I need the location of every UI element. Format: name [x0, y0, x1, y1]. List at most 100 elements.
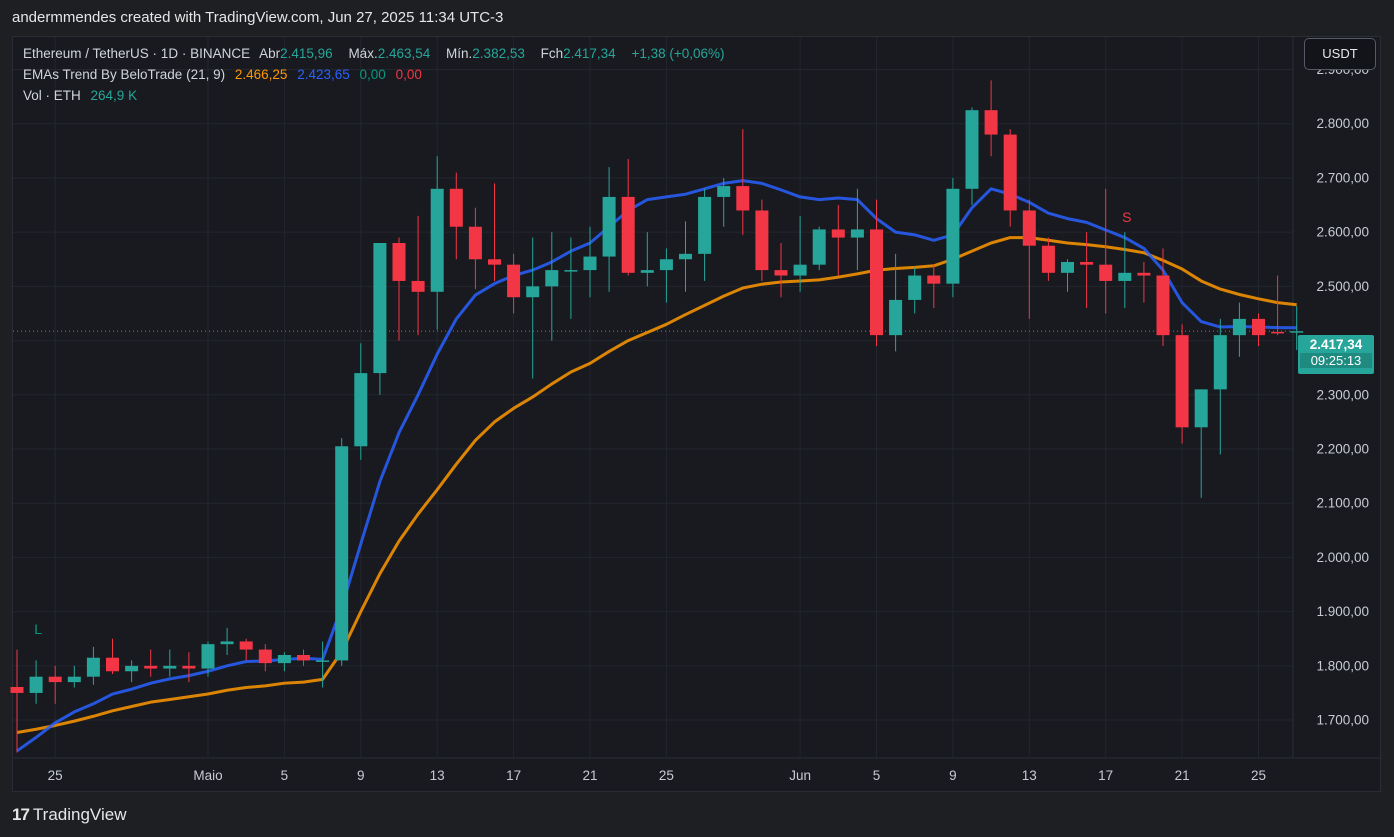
- open-label: Abr: [259, 46, 281, 61]
- candle-body: [430, 188, 444, 292]
- candle: [812, 226, 826, 271]
- x-tick-label: 9: [949, 768, 957, 783]
- candle: [1175, 324, 1189, 444]
- candle: [984, 80, 998, 157]
- candle: [1290, 306, 1304, 351]
- candle: [1003, 129, 1017, 227]
- candle: [526, 237, 540, 379]
- candle-body: [698, 196, 712, 254]
- candle-body: [602, 196, 616, 257]
- symbol-name[interactable]: Ethereum / TetherUS · 1D · BINANCE: [23, 46, 251, 61]
- candle: [411, 215, 425, 336]
- close-label: Fch: [540, 46, 564, 61]
- candle-body: [1271, 331, 1285, 334]
- ema21-line: [16, 236, 1297, 734]
- candle: [1061, 259, 1074, 292]
- candle-body: [201, 644, 215, 669]
- y-tick-label: 2.700,00: [1316, 170, 1369, 185]
- candle: [10, 649, 24, 753]
- candle-body: [1156, 275, 1170, 336]
- x-tick-label: 9: [357, 768, 365, 783]
- low-label: Mín.: [446, 46, 473, 61]
- candle-body: [831, 229, 845, 238]
- candle-body: [144, 665, 158, 669]
- candle-body: [1022, 210, 1036, 246]
- y-tick-label: 1.700,00: [1316, 713, 1369, 728]
- volume-indicator-name[interactable]: Vol · ETH: [23, 88, 81, 103]
- candle-body: [125, 665, 139, 672]
- candle-body: [182, 665, 196, 669]
- candle: [927, 264, 941, 309]
- symbol-legend: Ethereum / TetherUS · 1D · BINANCE Abr 2.…: [23, 46, 731, 61]
- candle-body: [449, 188, 463, 227]
- candle-body: [640, 270, 654, 273]
- candle: [1156, 248, 1170, 346]
- candle-body: [1061, 261, 1074, 273]
- candle-body: [1080, 261, 1094, 265]
- candle: [239, 638, 253, 661]
- candle: [870, 199, 883, 346]
- candle-body: [1099, 264, 1113, 281]
- candle-body: [908, 275, 922, 300]
- candle: [640, 232, 654, 287]
- tradingview-footer[interactable]: 17 TradingView: [12, 805, 126, 825]
- candle: [946, 177, 960, 298]
- candle-body: [1003, 134, 1017, 211]
- close-value: 2.417,34: [563, 46, 616, 61]
- candle-body: [984, 110, 998, 135]
- x-tick-label: 17: [1098, 768, 1113, 783]
- candle-body: [1118, 272, 1132, 281]
- y-tick-label: 2.800,00: [1316, 116, 1369, 131]
- candle: [163, 649, 177, 677]
- y-tick-label: 2.000,00: [1316, 550, 1369, 565]
- x-tick-label: 17: [506, 768, 521, 783]
- candle-body: [755, 210, 769, 271]
- candle: [583, 226, 597, 298]
- y-tick-label: 1.800,00: [1316, 658, 1369, 673]
- candle-body: [354, 373, 368, 447]
- candle-body: [507, 264, 521, 298]
- candle-body: [583, 256, 597, 271]
- y-tick-label: 2.300,00: [1316, 387, 1369, 402]
- candle: [545, 232, 559, 341]
- candle-body: [927, 275, 941, 284]
- candle: [258, 644, 272, 672]
- ema21-value: 2.466,25: [234, 67, 288, 82]
- candle-body: [297, 655, 310, 661]
- change-value: +1,38 (+0,06%): [631, 46, 725, 61]
- candle: [621, 158, 635, 276]
- ema-up-value: 0,00: [359, 67, 386, 82]
- candle: [182, 652, 196, 683]
- candle-body: [621, 196, 635, 273]
- ema9-line: [16, 179, 1297, 753]
- creator-text: andermmendes created with TradingView.co…: [12, 9, 504, 26]
- candle-body: [1252, 318, 1265, 336]
- candle: [965, 107, 979, 206]
- candle: [67, 665, 81, 688]
- currency-button[interactable]: USDT: [1304, 38, 1376, 70]
- candle-body: [106, 657, 119, 672]
- candle-body: [10, 686, 24, 693]
- x-tick-label: 21: [1175, 768, 1190, 783]
- y-tick-label: 1.900,00: [1316, 604, 1369, 619]
- candle-body: [812, 229, 826, 265]
- candle-body: [220, 641, 234, 645]
- ema-indicator-name[interactable]: EMAs Trend By BeloTrade (21, 9): [23, 67, 226, 82]
- candle-body: [488, 259, 501, 265]
- ema-down-value: 0,00: [395, 67, 422, 82]
- volume-legend: Vol · ETH 264,9 K: [23, 88, 143, 103]
- x-tick-label: Maio: [193, 768, 222, 783]
- candle-body: [946, 188, 960, 284]
- candle: [1137, 261, 1151, 303]
- candle-body: [316, 660, 330, 662]
- candle-body: [335, 446, 349, 661]
- candle: [850, 188, 864, 271]
- bar-countdown: 09:25:13: [1300, 353, 1372, 368]
- candle: [602, 167, 616, 292]
- candle-body: [239, 641, 253, 650]
- y-tick-label: 2.100,00: [1316, 496, 1369, 511]
- candle: [1232, 302, 1246, 357]
- candle: [736, 129, 750, 235]
- candle: [86, 646, 100, 685]
